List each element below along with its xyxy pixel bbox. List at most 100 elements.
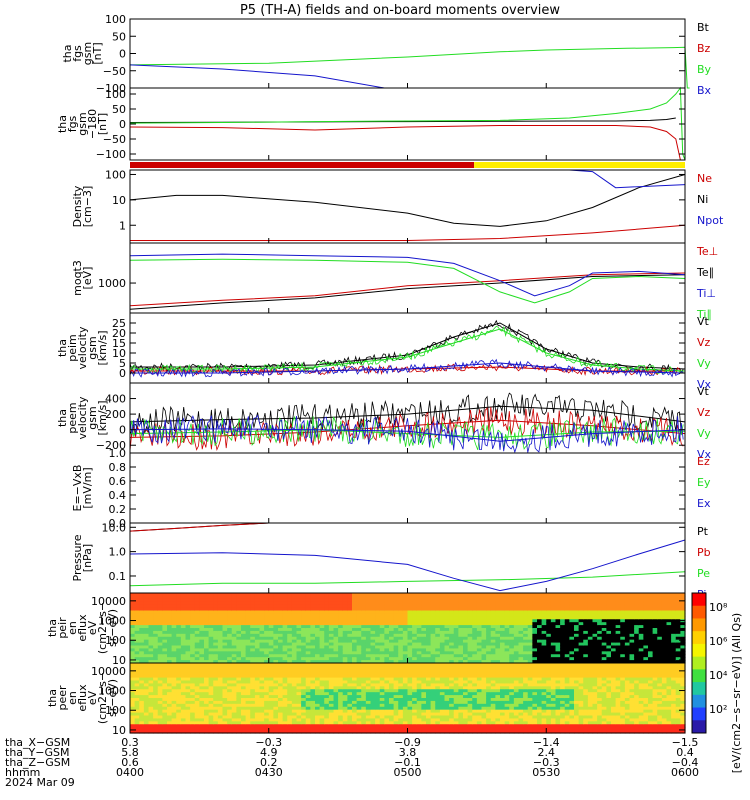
- spectrogram-cell: [402, 645, 409, 650]
- spectrogram-cell: [245, 671, 251, 676]
- spectrogram-cell: [171, 724, 177, 728]
- spectrogram-cell: [416, 657, 422, 661]
- spectrogram-cell: [467, 633, 473, 638]
- spectrogram-cell: [305, 700, 311, 705]
- spectrogram-cell: [342, 642, 348, 647]
- spectrogram-cell: [217, 604, 224, 609]
- spectrogram-cell: [518, 628, 524, 632]
- spectrogram-cell: [546, 622, 552, 626]
- spectrogram-cell: [564, 648, 570, 652]
- spectrogram-cell: [449, 648, 455, 652]
- spectrogram-cell: [666, 616, 672, 620]
- spectrogram-cell: [537, 593, 543, 597]
- spectrogram-cell: [171, 689, 177, 693]
- spectrogram-cell: [620, 648, 626, 652]
- spectrogram-cell: [338, 698, 344, 702]
- spectrogram-cell: [134, 657, 140, 661]
- spectrogram-cell: [264, 703, 270, 708]
- spectrogram-cell: [324, 648, 330, 652]
- spectrogram-cell: [574, 660, 580, 664]
- spectrogram-cell: [389, 677, 395, 682]
- spectrogram-cell: [569, 610, 575, 615]
- spectrogram-cell: [250, 610, 256, 615]
- spectrogram-cell: [259, 654, 265, 658]
- spectrogram-cell: [578, 660, 584, 664]
- spectrogram-cell: [509, 616, 515, 620]
- spectrogram-cell: [648, 622, 654, 626]
- spectrogram-cell: [393, 698, 399, 702]
- spectrogram-cell: [398, 648, 404, 652]
- spectrogram-cell: [629, 645, 635, 650]
- spectrogram-cell: [301, 715, 307, 720]
- spectrogram-cell: [134, 651, 140, 655]
- spectrogram-cell: [402, 660, 409, 664]
- spectrogram-cell: [222, 630, 228, 635]
- spectrogram-cell: [412, 671, 418, 676]
- spectrogram-cell: [513, 595, 520, 600]
- spectrogram-cell: [472, 680, 478, 685]
- spectrogram-cell: [264, 616, 270, 620]
- spectrogram-cell: [421, 633, 427, 638]
- spectrogram-cell: [361, 695, 367, 699]
- spectrogram-cell: [402, 727, 409, 731]
- spectrogram-cell: [361, 651, 367, 655]
- spectrogram-cell: [643, 648, 649, 652]
- spectrogram-cell: [453, 601, 459, 606]
- spectrogram-cell: [301, 598, 307, 603]
- spectrogram-cell: [204, 607, 210, 612]
- spectrogram-cell: [648, 633, 654, 638]
- spectrogram-cell: [287, 630, 293, 635]
- spectrogram-cell: [564, 607, 570, 612]
- y-tick-label: 1.0: [109, 447, 127, 460]
- spectrogram-cell: [620, 660, 626, 664]
- spectrogram-cell: [190, 695, 196, 699]
- spectrogram-cell: [402, 668, 409, 673]
- spectrogram-cell: [416, 683, 422, 687]
- spectrogram-cell: [301, 698, 307, 702]
- spectrogram-cell: [259, 674, 265, 679]
- spectrogram-cell: [157, 686, 163, 690]
- spectrogram-cell: [393, 721, 399, 725]
- spectrogram-cell: [217, 668, 224, 673]
- spectrogram-cell: [458, 593, 464, 597]
- spectrogram-cell: [555, 628, 561, 632]
- spectrogram-cell: [231, 715, 237, 720]
- spectrogram-cell: [167, 695, 173, 699]
- spectrogram-cell: [268, 686, 274, 690]
- spectrogram-cell: [611, 651, 617, 655]
- spectrogram-cell: [652, 613, 658, 617]
- spectrogram-cell: [333, 616, 339, 620]
- spectrogram-cell: [648, 639, 654, 644]
- spectrogram-cell: [162, 718, 168, 722]
- spectrogram-cell: [208, 657, 214, 661]
- spectrogram-cell: [495, 616, 501, 620]
- spectrogram-cell: [476, 715, 483, 720]
- spectrogram-cell: [546, 657, 552, 661]
- spectrogram-cell: [245, 657, 251, 661]
- spectrogram-cell: [199, 724, 205, 728]
- spectrogram-cell: [319, 595, 325, 600]
- spectrogram-cell: [324, 607, 330, 612]
- spectrogram-cell: [537, 648, 543, 652]
- spectrogram-cell: [213, 622, 219, 626]
- spectrogram-cell: [509, 628, 515, 632]
- spectrogram-cell: [153, 601, 159, 606]
- spectrogram-cell: [324, 718, 330, 722]
- spectrogram-cell: [259, 630, 265, 635]
- spectrogram-cell: [190, 645, 196, 650]
- spectrogram-cell: [444, 718, 450, 722]
- spectrogram-cell: [583, 613, 589, 617]
- spectrogram-cell: [629, 660, 635, 664]
- spectrogram-cell: [199, 654, 205, 658]
- spectrogram-cell: [356, 622, 362, 626]
- spectrogram-cell: [638, 619, 644, 623]
- spectrogram-cell: [527, 648, 533, 652]
- spectrogram-cell: [458, 730, 464, 734]
- spectrogram-cell: [153, 663, 159, 667]
- spectrogram-cell: [310, 648, 316, 652]
- spectrogram-cell: [176, 645, 182, 650]
- spectrogram-cell: [176, 619, 182, 623]
- spectrogram-cell: [416, 671, 422, 676]
- spectrogram-cell: [204, 642, 210, 647]
